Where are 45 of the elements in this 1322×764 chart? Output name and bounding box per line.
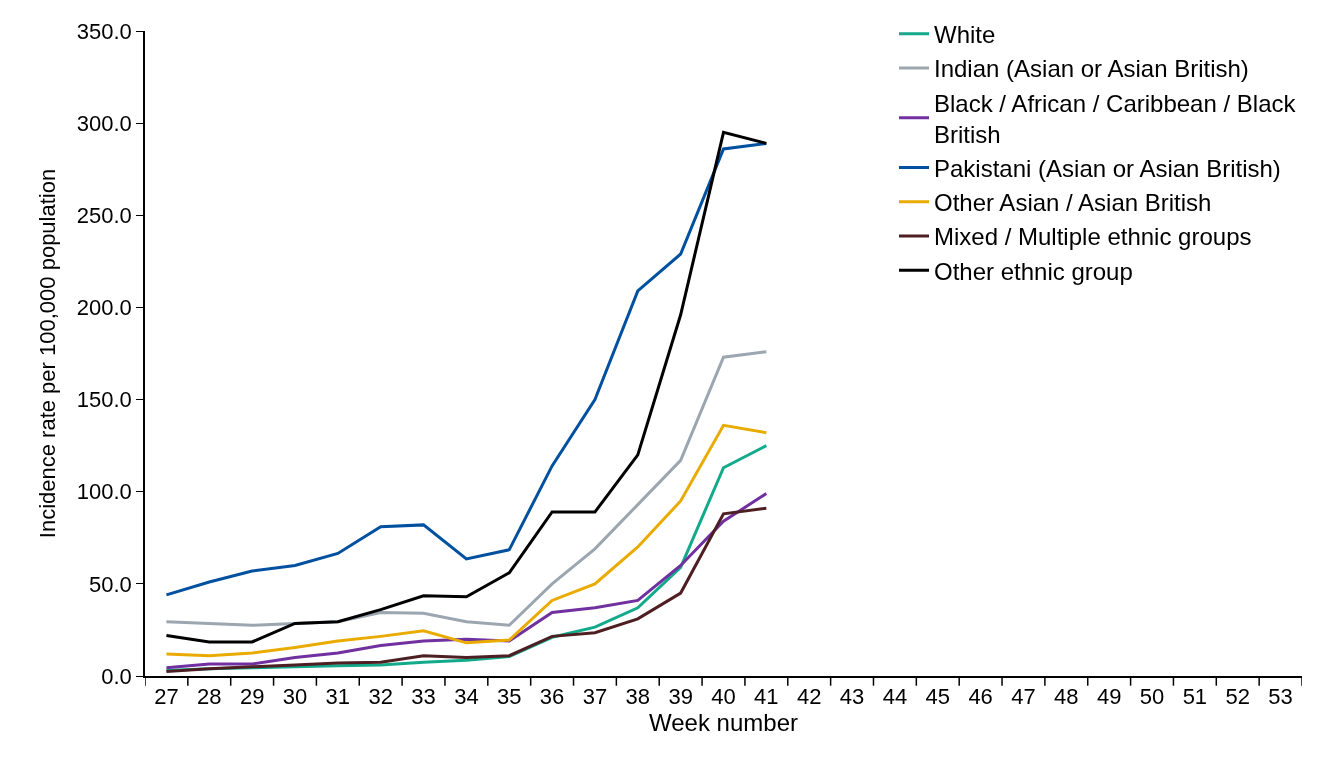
y-tick-label: 250.0 bbox=[76, 202, 132, 228]
y-tick-label: 300.0 bbox=[76, 110, 132, 136]
y-tick-label: 50.0 bbox=[89, 571, 132, 597]
y-tick-label: 0.0 bbox=[101, 663, 132, 689]
legend-label: Black / African / Caribbean / Black British bbox=[934, 89, 1297, 148]
x-tick-label: 29 bbox=[239, 684, 265, 710]
x-tick-label: 32 bbox=[368, 684, 393, 710]
x-axis-title: Week number bbox=[649, 709, 798, 737]
x-tick-label: 28 bbox=[197, 684, 222, 710]
x-tick-label: 30 bbox=[282, 684, 308, 710]
legend-label: Indian (Asian or Asian British) bbox=[934, 55, 1249, 83]
x-tick-label: 51 bbox=[1182, 684, 1208, 710]
x-tick-label: 37 bbox=[582, 684, 608, 710]
x-tick-label: 39 bbox=[668, 684, 693, 710]
x-tick-label: 38 bbox=[625, 684, 651, 710]
x-tick-label: 31 bbox=[325, 684, 351, 710]
x-tick-label: 52 bbox=[1225, 684, 1250, 710]
x-tick-label: 53 bbox=[1268, 684, 1293, 710]
x-tick-label: 45 bbox=[925, 684, 950, 710]
x-tick-label: 40 bbox=[711, 684, 736, 710]
x-tick-label: 33 bbox=[411, 684, 436, 710]
legend-label: White bbox=[934, 21, 996, 49]
legend-label: Mixed / Multiple ethnic groups bbox=[934, 223, 1252, 251]
x-tick-label: 44 bbox=[882, 684, 908, 710]
x-tick-label: 48 bbox=[1054, 684, 1079, 710]
legend-label: Pakistani (Asian or Asian British) bbox=[934, 154, 1281, 182]
line-series bbox=[164, 350, 768, 627]
x-tick-label: 50 bbox=[1139, 684, 1165, 710]
x-tick-label: 47 bbox=[1011, 684, 1036, 710]
x-tick-label: 43 bbox=[839, 684, 865, 710]
x-tick-label: 36 bbox=[539, 684, 565, 710]
y-axis-title: Incidence rate per 100,000 population bbox=[35, 168, 61, 539]
y-tick-label: 350.0 bbox=[76, 18, 132, 44]
legend-label: Other ethnic group bbox=[934, 257, 1133, 285]
x-tick-label: 42 bbox=[796, 684, 822, 710]
x-tick-label: 27 bbox=[154, 684, 179, 710]
x-tick-label: 46 bbox=[968, 684, 993, 710]
y-tick-label: 200.0 bbox=[76, 295, 132, 321]
x-tick-label: 34 bbox=[454, 684, 479, 710]
x-tick-label: 35 bbox=[497, 684, 522, 710]
y-tick-label: 100.0 bbox=[76, 479, 132, 505]
x-tick-label: 41 bbox=[754, 684, 779, 710]
x-tick-label: 49 bbox=[1096, 684, 1122, 710]
y-tick-label: 150.0 bbox=[76, 387, 132, 413]
legend-label: Other Asian / Asian British bbox=[934, 189, 1212, 217]
